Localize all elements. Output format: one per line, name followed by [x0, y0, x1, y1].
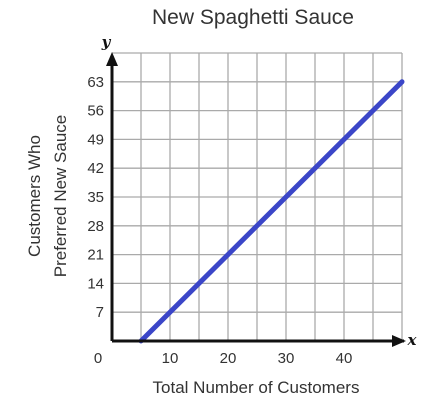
- y-axis-variable: y: [101, 33, 112, 51]
- x-tick-label: 30: [278, 350, 295, 367]
- y-tick-label: 49: [87, 131, 104, 148]
- y-tick-label: 63: [87, 74, 104, 91]
- grid: [112, 52, 403, 341]
- series-line-1: [138, 79, 405, 344]
- y-tick-label: 7: [96, 304, 104, 321]
- y-tick-label: 14: [87, 275, 104, 292]
- x-axis-label: Total Number of Customers: [153, 378, 360, 397]
- origin-label: 0: [94, 350, 102, 367]
- chart-title: New Spaghetti Sauce: [152, 6, 354, 29]
- y-tick-label: 28: [87, 218, 104, 235]
- x-axis-variable: x: [407, 331, 418, 349]
- x-tick-label: 20: [220, 350, 237, 367]
- y-tick-label: 21: [87, 247, 104, 264]
- x-tick-label: 40: [336, 350, 353, 367]
- x-tick-label: 10: [162, 350, 179, 367]
- series-layer: [138, 79, 405, 344]
- y-axis-label-line-1: Customers Who: [25, 135, 44, 257]
- y-tick-label: 42: [87, 160, 104, 177]
- y-tick-label: 56: [87, 103, 104, 120]
- y-axis-arrow: [106, 52, 118, 66]
- y-axis-label-line-2: Preferred New Sauce: [51, 115, 70, 278]
- y-tick-label: 35: [87, 189, 104, 206]
- x-axis-arrow: [392, 335, 406, 347]
- axes: [106, 52, 406, 347]
- tick-labels: 7 14 21 28 35 42 49 56 63 10 20 30 40: [87, 74, 352, 367]
